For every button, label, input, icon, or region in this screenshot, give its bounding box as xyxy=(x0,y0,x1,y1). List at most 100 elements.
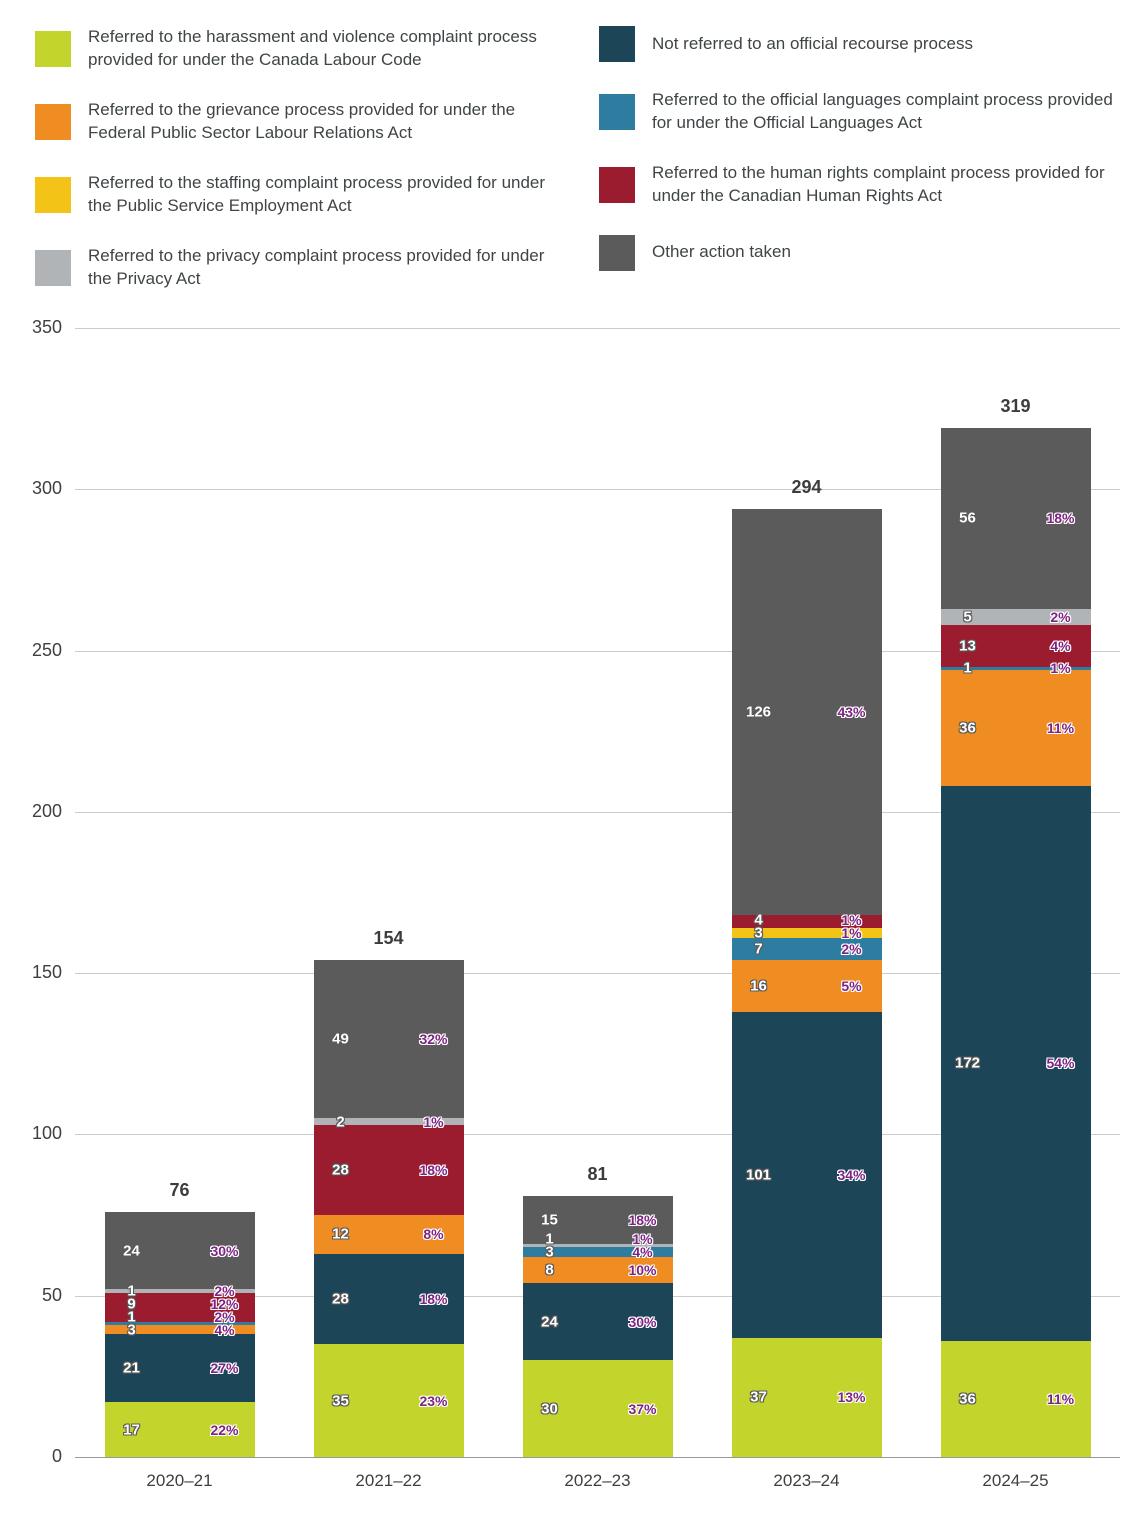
segment-percent-label: 37% xyxy=(628,1400,657,1417)
segment-percent-label: 8% xyxy=(423,1226,444,1243)
x-axis-label: 2024–25 xyxy=(982,1471,1049,1490)
segment-percent-label: 18% xyxy=(419,1290,448,1307)
y-axis-tick: 150 xyxy=(31,962,62,983)
segment-percent-label: 32% xyxy=(419,1031,448,1048)
legend-item-harassment-violence: Referred to the harassment and violence … xyxy=(35,26,599,72)
legend-item-grievance: Referred to the grievance process provid… xyxy=(35,99,599,145)
segment-value-label: 5 xyxy=(963,608,972,626)
bar-segment-grievance xyxy=(104,1324,255,1335)
bar-segment-privacy xyxy=(313,1118,464,1125)
bar-segment-harassment-violence xyxy=(522,1360,673,1457)
segment-percent-label: 30% xyxy=(210,1242,239,1259)
segment-value-label: 49 xyxy=(332,1030,349,1048)
legend-label-official-languages: Referred to the official languages compl… xyxy=(652,90,1113,132)
bar-segment-other xyxy=(104,1211,255,1290)
segment-value-label: 13 xyxy=(959,637,976,655)
segment-value-label: 28 xyxy=(332,1161,349,1179)
legend-swatch-staffing xyxy=(35,176,71,213)
bar-segment-harassment-violence xyxy=(313,1344,464,1457)
segment-value-label: 15 xyxy=(541,1211,558,1229)
segment-value-label: 3 xyxy=(754,924,763,942)
bar-segment-privacy xyxy=(522,1244,673,1248)
gridline xyxy=(75,650,1120,652)
bar-segment-other xyxy=(940,428,1091,609)
bar-segment-harassment-violence xyxy=(104,1402,255,1457)
segment-value-label: 24 xyxy=(123,1242,140,1260)
legend: Referred to the harassment and violence … xyxy=(35,26,1131,291)
bar-total-label: 294 xyxy=(791,476,822,497)
legend-label-staffing: Referred to the staffing complaint proce… xyxy=(88,172,546,215)
legend-column-right: Not referred to an official recourse pro… xyxy=(599,26,1131,291)
bar-segment-human-rights xyxy=(104,1292,255,1322)
bar-segment-human-rights xyxy=(313,1124,464,1216)
segment-percent-label: 18% xyxy=(419,1161,448,1178)
segment-value-label: 8 xyxy=(545,1261,554,1279)
segment-value-label: 1 xyxy=(963,659,972,677)
segment-value-label: 9 xyxy=(127,1295,136,1313)
segment-value-label: 2 xyxy=(336,1113,345,1131)
segment-value-label: 101 xyxy=(745,1166,772,1184)
segment-value-label: 21 xyxy=(123,1359,140,1377)
bar-segment-privacy xyxy=(104,1289,255,1293)
segment-value-label: 36 xyxy=(959,1390,976,1408)
y-axis: 0 50 100 150 200 250 300 350 xyxy=(0,317,62,1466)
legend-label-grievance: Referred to the grievance process provid… xyxy=(88,99,516,142)
bar-segment-privacy xyxy=(940,608,1091,625)
segment-percent-label: 30% xyxy=(628,1313,657,1330)
bar-segment-human-rights xyxy=(940,624,1091,667)
segment-percent-label: 2% xyxy=(214,1282,235,1299)
legend-item-other: Other action taken xyxy=(599,234,1131,271)
bar-segment-official-languages xyxy=(731,937,882,961)
segment-percent-label: 13% xyxy=(837,1389,866,1406)
legend-label-privacy: Referred to the privacy complaint proces… xyxy=(88,245,545,288)
segment-value-label: 4 xyxy=(754,911,763,929)
segment-value-label: 12 xyxy=(332,1225,349,1243)
bar-segment-official-languages xyxy=(940,666,1091,670)
legend-item-human-rights: Referred to the human rights complaint p… xyxy=(599,162,1131,208)
legend-item-official-languages: Referred to the official languages compl… xyxy=(599,89,1131,135)
bar-segment-grievance xyxy=(313,1215,464,1254)
segment-value-label: 36 xyxy=(959,719,976,737)
legend-swatch-grievance xyxy=(35,103,71,140)
bar-total-label: 81 xyxy=(587,1163,608,1184)
bar-segment-other xyxy=(522,1195,673,1245)
y-axis-tick: 350 xyxy=(31,317,62,337)
segment-value-label: 28 xyxy=(332,1290,349,1308)
legend-swatch-not-referred xyxy=(599,26,635,62)
bar-segment-other xyxy=(313,960,464,1119)
legend-item-privacy: Referred to the privacy complaint proces… xyxy=(35,245,599,291)
bar-segment-staffing xyxy=(731,928,882,938)
bar-segment-not-referred xyxy=(522,1282,673,1361)
segment-value-label: 126 xyxy=(745,703,772,721)
legend-column-left: Referred to the harassment and violence … xyxy=(35,26,599,291)
segment-percent-label: 4% xyxy=(1050,637,1071,654)
segment-percent-label: 27% xyxy=(210,1360,239,1377)
legend-item-staffing: Referred to the staffing complaint proce… xyxy=(35,172,599,218)
segment-value-label: 35 xyxy=(332,1392,349,1410)
segment-value-label: 37 xyxy=(750,1388,767,1406)
bar-segment-grievance xyxy=(731,960,882,1012)
segment-percent-label: 11% xyxy=(1046,719,1075,736)
segment-value-label: 17 xyxy=(123,1421,140,1439)
y-axis-tick: 100 xyxy=(31,1123,62,1144)
bar-segment-official-languages xyxy=(104,1321,255,1325)
segment-percent-label: 54% xyxy=(1046,1055,1075,1072)
legend-label-human-rights: Referred to the human rights complaint p… xyxy=(652,162,1105,205)
segment-value-label: 3 xyxy=(127,1321,136,1339)
segment-percent-label: 18% xyxy=(1046,510,1075,527)
bar-total-label: 76 xyxy=(169,1179,190,1200)
segment-percent-label: 4% xyxy=(214,1321,235,1338)
segment-value-label: 1 xyxy=(545,1230,554,1248)
segment-percent-label: 2% xyxy=(1050,608,1071,625)
segment-percent-label: 11% xyxy=(1046,1390,1075,1407)
gridline xyxy=(75,328,1120,329)
y-axis-tick: 200 xyxy=(31,800,62,821)
gridline xyxy=(75,973,1120,975)
segment-value-label: 1 xyxy=(127,1282,136,1300)
x-axis-label: 2020–21 xyxy=(146,1471,213,1490)
y-axis-tick: 250 xyxy=(31,639,62,660)
legend-label-other: Other action taken xyxy=(652,242,791,262)
segment-value-label: 24 xyxy=(541,1313,558,1331)
legend-swatch-official-languages xyxy=(599,93,635,130)
